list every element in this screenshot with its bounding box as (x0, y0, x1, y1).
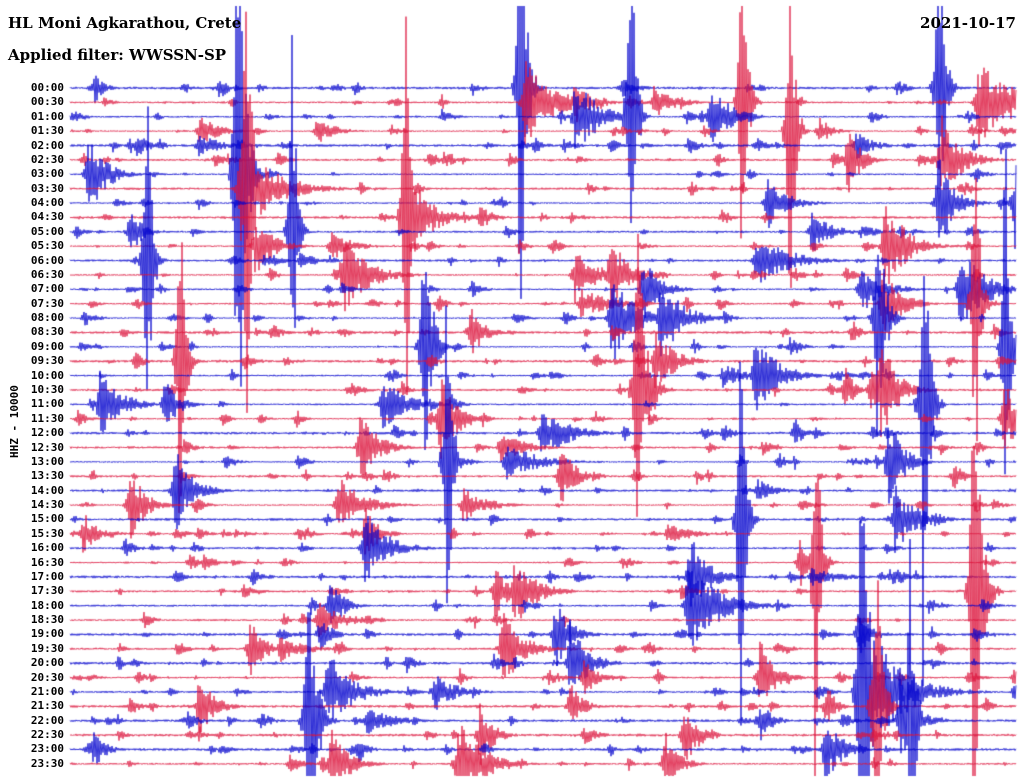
time-label: 17:30 (30, 584, 64, 598)
time-label: 20:30 (30, 670, 64, 684)
time-label: 06:30 (30, 267, 64, 281)
time-label: 14:30 (30, 498, 64, 512)
date-label: 2021-10-17 (920, 14, 1016, 32)
time-label: 17:00 (30, 569, 64, 583)
channel-scale-label: HHZ - 10000 (8, 385, 21, 458)
time-label: 12:30 (30, 440, 64, 454)
time-label: 13:30 (30, 469, 64, 483)
station-title: HL Moni Agkarathou, Crete (8, 14, 242, 32)
time-label: 01:00 (30, 109, 64, 123)
time-label: 01:30 (30, 124, 64, 138)
time-label: 15:30 (30, 526, 64, 540)
time-label: 07:30 (30, 296, 64, 310)
time-label: 18:30 (30, 613, 64, 627)
time-label: 03:00 (30, 167, 64, 181)
time-label: 10:30 (30, 382, 64, 396)
time-label: 22:00 (30, 713, 64, 727)
time-label: 02:30 (30, 152, 64, 166)
time-label: 21:30 (30, 699, 64, 713)
time-label: 23:00 (30, 742, 64, 756)
time-label: 22:30 (30, 728, 64, 742)
time-label: 11:30 (30, 411, 64, 425)
time-label: 13:00 (30, 454, 64, 468)
time-label: 02:00 (30, 138, 64, 152)
time-label: 07:00 (30, 282, 64, 296)
time-label: 05:00 (30, 224, 64, 238)
time-label: 21:00 (30, 684, 64, 698)
time-label: 12:00 (30, 426, 64, 440)
time-axis: 00:00 00:30 01:00 01:30 02:00 02:30 03:00 03:30… (0, 0, 66, 780)
time-label: 14:00 (30, 483, 64, 497)
time-label: 20:00 (30, 656, 64, 670)
time-label: 03:30 (30, 181, 64, 195)
time-label: 09:30 (30, 354, 64, 368)
time-label: 09:00 (30, 339, 64, 353)
time-label: 05:30 (30, 239, 64, 253)
time-label: 19:30 (30, 641, 64, 655)
time-label: 00:30 (30, 95, 64, 109)
time-label: 04:30 (30, 210, 64, 224)
time-label: 08:00 (30, 311, 64, 325)
time-label: 16:30 (30, 555, 64, 569)
time-label: 04:00 (30, 196, 64, 210)
time-label: 23:30 (30, 756, 64, 770)
time-label: 06:00 (30, 253, 64, 267)
time-label: 18:00 (30, 598, 64, 612)
time-label: 15:00 (30, 512, 64, 526)
time-label: 08:30 (30, 325, 64, 339)
time-label: 19:00 (30, 627, 64, 641)
time-label: 16:00 (30, 541, 64, 555)
time-label: 10:00 (30, 368, 64, 382)
time-label: 00:00 (30, 81, 64, 94)
time-label: 11:00 (30, 397, 64, 411)
filter-label: Applied filter: WWSSN-SP (8, 46, 227, 64)
